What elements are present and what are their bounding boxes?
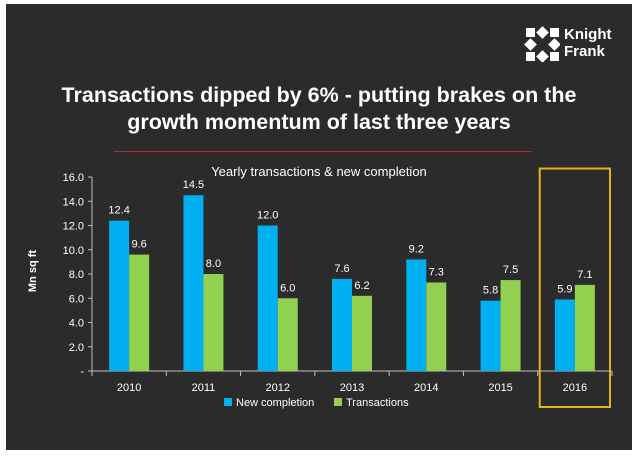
y-axis-label: Mn sq ft: [27, 250, 39, 292]
y-tick-label: -: [80, 366, 84, 378]
data-label: 7.3: [429, 266, 444, 278]
data-label: 6.2: [354, 280, 369, 292]
knight-frank-mark-icon: [524, 26, 561, 63]
y-tick-label: 6.0: [69, 293, 84, 305]
data-label: 5.8: [483, 285, 498, 297]
logo-word-frank: Frank: [564, 43, 605, 60]
highlight-box: [538, 167, 612, 408]
legend: New completion Transactions: [224, 397, 409, 409]
data-label: 5.9: [557, 283, 572, 295]
data-label: 6.0: [280, 282, 295, 294]
bar-new-completion-2011: [183, 195, 204, 371]
chart-title: Yearly transactions & new completion: [211, 164, 427, 179]
bar-new-completion-2012: [257, 225, 278, 371]
y-tick-label: 8.0: [69, 269, 84, 281]
data-label: 14.5: [183, 179, 204, 191]
slide: Knight Frank Transactions dipped by 6% -…: [6, 4, 632, 450]
logo-word-knight: Knight: [564, 26, 612, 43]
bar-chart: Yearly transactions & new completion Mn …: [27, 164, 613, 409]
y-tick-label: 10.0: [63, 245, 84, 257]
data-label: 12.4: [108, 205, 129, 217]
x-tick-label: 2012: [265, 382, 289, 394]
data-label: 7.1: [577, 269, 592, 281]
bar-transactions-2015: [500, 280, 521, 371]
legend-label: New completion: [236, 397, 314, 409]
legend-label: Transactions: [346, 397, 409, 409]
x-tick-label: 2015: [488, 382, 512, 394]
bar-transactions-2012: [277, 298, 298, 371]
y-tick-label: 16.0: [63, 172, 84, 184]
x-tick-label: 2011: [192, 382, 216, 394]
axes: - 2.0 4.0 6.0 8.0 10.0 12.0 14.0 16.0 2010 2011 201…: [63, 172, 613, 394]
bar-new-completion-2013: [332, 278, 352, 371]
knight-frank-logo: Knight Frank: [524, 26, 624, 68]
slide-title: Transactions dipped by 6% - putting brak…: [61, 83, 577, 134]
bar-new-completion-2014: [406, 259, 427, 371]
data-label: 9.6: [131, 239, 146, 251]
highlight-2016: [538, 167, 612, 408]
bar-transactions-2013: [352, 295, 372, 371]
legend-swatch: [334, 398, 342, 406]
title-divider: [114, 151, 532, 152]
bar-new-completion-2016: [554, 299, 575, 371]
bar-transactions-2014: [426, 282, 447, 371]
data-label: 8.0: [206, 258, 221, 270]
legend-swatch: [224, 398, 232, 406]
bar-transactions-2016: [574, 284, 595, 371]
x-tick-label: 2016: [563, 382, 587, 394]
bars: 12.4 9.6 14.5 8.0 12.0 6.0 7.6 6.2 9.2 7.3 5.8 7.5 5…: [108, 179, 595, 371]
y-tick-label: 2.0: [69, 342, 84, 354]
data-label: 9.2: [409, 243, 424, 255]
x-tick-label: 2013: [340, 382, 364, 394]
x-tick-label: 2014: [414, 382, 438, 394]
data-label: 7.5: [503, 264, 518, 276]
y-tick-label: 12.0: [63, 221, 84, 233]
y-tick-label: 14.0: [63, 196, 84, 208]
bar-new-completion-2015: [480, 300, 501, 371]
data-label: 12.0: [257, 210, 278, 222]
bar-transactions-2010: [129, 254, 150, 371]
y-tick-label: 4.0: [69, 318, 84, 330]
logo-wordmark: Knight Frank: [564, 26, 611, 60]
data-label: 7.6: [334, 263, 349, 275]
x-tick-label: 2010: [117, 382, 141, 394]
bar-new-completion-2010: [109, 220, 130, 371]
bar-transactions-2011: [203, 274, 224, 371]
